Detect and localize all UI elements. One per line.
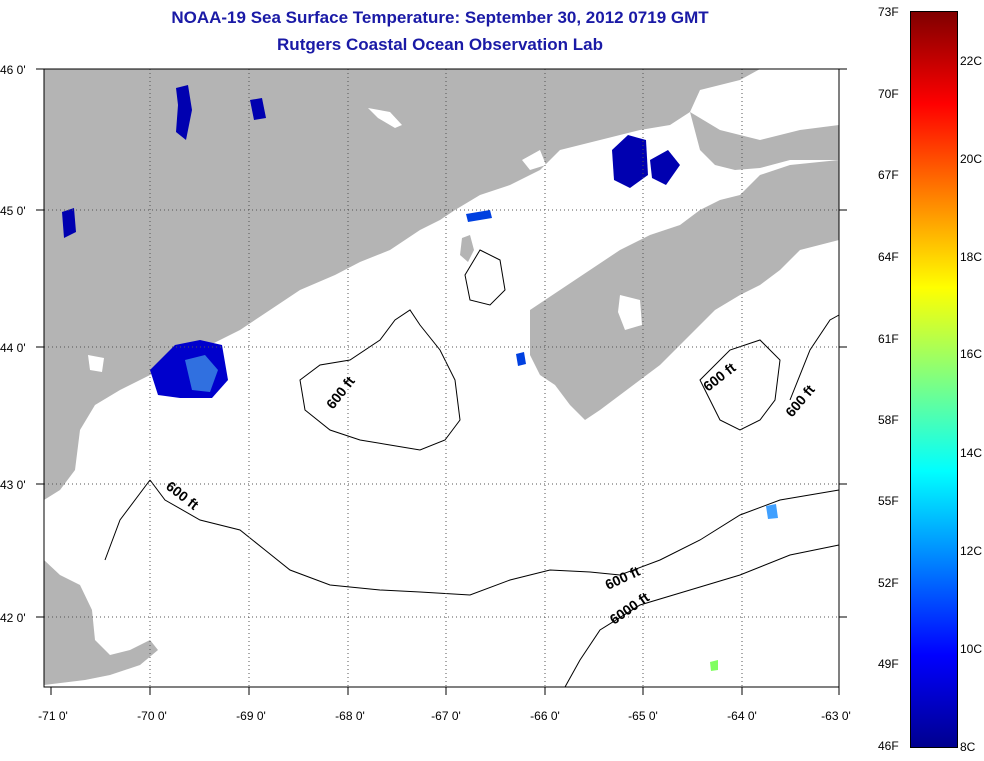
latitude-labels: 46 0' 45 0' 44 0' 43 0' 42 0' bbox=[0, 63, 26, 625]
map-subtitle: Rutgers Coastal Ocean Observation Lab bbox=[277, 35, 603, 54]
lon-label: -65 0' bbox=[628, 709, 658, 723]
sst-pixels bbox=[62, 85, 778, 671]
graticule bbox=[44, 69, 839, 687]
colorbar-f-label: 52F bbox=[878, 576, 899, 590]
colorbar-c-label: 18C bbox=[960, 250, 983, 264]
colorbar-c-label: 10C bbox=[960, 642, 983, 656]
colorbar-f-label: 46F bbox=[878, 739, 899, 753]
colorbar-f-label: 70F bbox=[878, 87, 899, 101]
lon-label: -71 0' bbox=[38, 709, 68, 723]
lat-label: 46 0' bbox=[0, 63, 26, 77]
colorbar-c-label: 8C bbox=[960, 740, 976, 754]
lat-label: 44 0' bbox=[0, 341, 26, 355]
lon-label: -70 0' bbox=[137, 709, 167, 723]
colorbar-c-label: 12C bbox=[960, 544, 983, 558]
axis-ticks bbox=[36, 68, 847, 695]
colorbar-f-label: 58F bbox=[878, 413, 899, 427]
lon-label: -66 0' bbox=[530, 709, 560, 723]
lon-label: -69 0' bbox=[236, 709, 266, 723]
lon-label: -63 0' bbox=[821, 709, 851, 723]
cloud-patches bbox=[88, 108, 642, 372]
lat-label: 43 0' bbox=[0, 478, 26, 492]
map-frame bbox=[43, 68, 840, 688]
lon-label: -64 0' bbox=[727, 709, 757, 723]
lon-label: -68 0' bbox=[335, 709, 365, 723]
lat-label: 42 0' bbox=[0, 611, 26, 625]
land bbox=[44, 69, 839, 685]
longitude-labels: -71 0' -70 0' -69 0' -68 0' -67 0' -66 0… bbox=[38, 709, 851, 723]
depth-contours bbox=[104, 249, 840, 688]
lat-label: 45 0' bbox=[0, 204, 26, 218]
colorbar-f-label: 64F bbox=[878, 250, 899, 264]
temperature-colorbar bbox=[910, 11, 958, 748]
colorbar-c-label: 20C bbox=[960, 152, 983, 166]
colorbar-c-label: 14C bbox=[960, 446, 983, 460]
colorbar-c-label: 22C bbox=[960, 54, 983, 68]
colorbar-f-label: 61F bbox=[878, 332, 899, 346]
colorbar-f-label: 67F bbox=[878, 168, 899, 182]
colorbar-f-label: 49F bbox=[878, 657, 899, 671]
colorbar-c-label: 16C bbox=[960, 347, 983, 361]
colorbar-f-label: 73F bbox=[878, 5, 899, 19]
map-title: NOAA-19 Sea Surface Temperature: Septemb… bbox=[171, 8, 709, 27]
colorbar-f-label: 55F bbox=[878, 494, 899, 508]
lon-label: -67 0' bbox=[431, 709, 461, 723]
